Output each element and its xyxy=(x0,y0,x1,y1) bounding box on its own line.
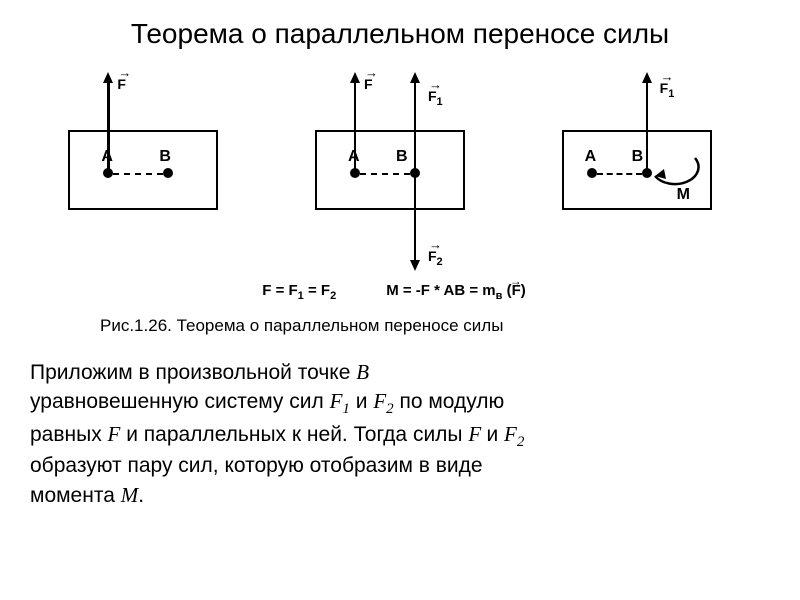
eq2-vec-icon: → xyxy=(510,274,522,288)
body-rect-2 xyxy=(315,130,465,210)
label-b-2: B xyxy=(396,148,408,166)
figure-caption: Рис.1.26. Теорема о параллельном перенос… xyxy=(100,316,770,336)
p3f: F xyxy=(504,422,517,446)
p3fs: 2 xyxy=(517,434,525,450)
force-f-head-2 xyxy=(350,72,360,83)
label-m: M xyxy=(677,186,690,204)
point-a-3 xyxy=(587,168,597,178)
eq1c: = F xyxy=(304,282,330,299)
body-paragraph: Приложим в произвольной точке B уравнове… xyxy=(30,358,770,510)
vec-f1-over-3: F1 xyxy=(660,80,675,100)
label-b-3: B xyxy=(632,148,644,166)
vec-f-over: F xyxy=(117,76,126,92)
eq1: F = F1 = F2 xyxy=(262,282,336,302)
vec-f1-over: F1 xyxy=(428,88,443,108)
f1-sub: 1 xyxy=(437,96,443,108)
f2-sub: 2 xyxy=(437,256,443,268)
force-f1-head-3 xyxy=(642,72,652,83)
p4: образуют пару сил, которую отобразим в в… xyxy=(30,454,483,477)
force-f1-head xyxy=(410,72,420,83)
p2b: F xyxy=(330,389,343,413)
force-f-shaft xyxy=(107,80,110,172)
diagram-row: A B F A B F F1 xyxy=(30,70,770,280)
dash-ab-3 xyxy=(597,173,642,175)
eq2a: M = -F * AB = m xyxy=(386,282,495,299)
p1b: B xyxy=(356,360,369,384)
force-f2-head xyxy=(410,260,420,271)
p2a: уравновешенную систему сил xyxy=(30,390,330,413)
force-f2-shaft xyxy=(414,174,417,262)
f1-text-3: F xyxy=(660,80,669,96)
p3a: равных xyxy=(30,423,108,446)
panel-1: A B F xyxy=(53,70,253,280)
force-f-shaft-2 xyxy=(354,80,357,172)
force-f1-shaft xyxy=(414,80,417,172)
dash-ab-1 xyxy=(113,173,163,175)
p2c: и xyxy=(350,390,373,413)
label-b-1: B xyxy=(159,148,171,166)
panel-3: A B F1 M xyxy=(547,70,747,280)
f1-sub-3: 1 xyxy=(668,88,674,100)
equation-line: F = F1 = F2 M = -F * AB = mв (F)→ xyxy=(30,282,770,302)
eq1d: 2 xyxy=(330,290,336,302)
p3e: и xyxy=(486,423,504,446)
p2ds: 2 xyxy=(386,402,394,418)
vec-f2-over: F2 xyxy=(428,248,443,268)
f2-text: F xyxy=(428,248,437,264)
body-rect-1 xyxy=(68,130,218,210)
p2e: по модулю xyxy=(394,390,505,413)
label-a-3: A xyxy=(585,148,597,166)
p2d: F xyxy=(373,389,386,413)
p2bs: 1 xyxy=(342,402,350,418)
p3c: и параллельных к ней. Тогда силы xyxy=(120,423,468,446)
page-title: Теорема о параллельном переносе силы xyxy=(30,18,770,50)
dash-ab-2 xyxy=(360,173,410,175)
p5b: M xyxy=(121,483,139,507)
p5c: . xyxy=(138,484,144,507)
p3b: F xyxy=(108,422,121,446)
p3d: F xyxy=(468,422,486,446)
vec-f-over-2: F xyxy=(364,76,373,92)
panel-2: A B F F1 F2 xyxy=(300,70,500,280)
eq1a: F = F xyxy=(262,282,297,299)
force-f-head xyxy=(103,72,113,83)
p5a: момента xyxy=(30,484,121,507)
eq2: M = -F * AB = mв (F)→ xyxy=(386,282,538,302)
p1a: Приложим в произвольной точке xyxy=(30,361,356,384)
f1-text: F xyxy=(428,88,437,104)
